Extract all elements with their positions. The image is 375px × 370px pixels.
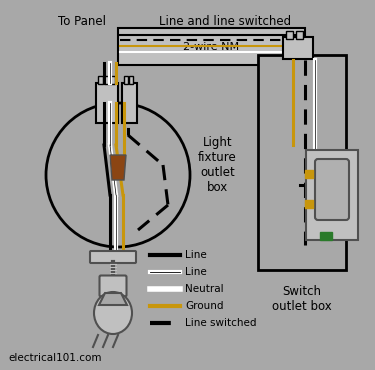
Bar [118,28,305,65]
FancyBboxPatch shape [90,251,136,263]
Bar [283,37,313,59]
Text: 2-wire NM: 2-wire NM [183,41,240,51]
Text: Line and line switched: Line and line switched [159,15,291,28]
Ellipse shape [94,292,132,334]
Text: Light
fixture
outlet
box: Light fixture outlet box [198,136,237,194]
Bar [124,76,128,84]
Text: Line switched: Line switched [185,318,256,328]
Bar [96,83,118,123]
Bar [286,31,293,39]
Circle shape [46,103,190,247]
Text: Neutral: Neutral [185,284,224,294]
Bar [258,55,346,270]
Text: Switch
outlet box: Switch outlet box [272,285,332,313]
FancyBboxPatch shape [315,159,349,220]
Text: Ground: Ground [185,301,224,311]
Bar [305,170,313,178]
FancyBboxPatch shape [99,276,126,296]
Bar [98,76,103,84]
Text: Line: Line [185,267,207,277]
Text: electrical101.com: electrical101.com [8,353,102,363]
Bar [122,83,137,123]
Bar [305,200,313,208]
Text: Line: Line [185,250,207,260]
Text: To Panel: To Panel [58,15,106,28]
Bar [320,232,332,240]
Bar [296,31,303,39]
Bar [104,76,109,84]
Polygon shape [110,155,126,180]
Bar [306,150,358,240]
Bar [110,76,115,84]
Bar [129,76,133,84]
Polygon shape [99,293,127,305]
